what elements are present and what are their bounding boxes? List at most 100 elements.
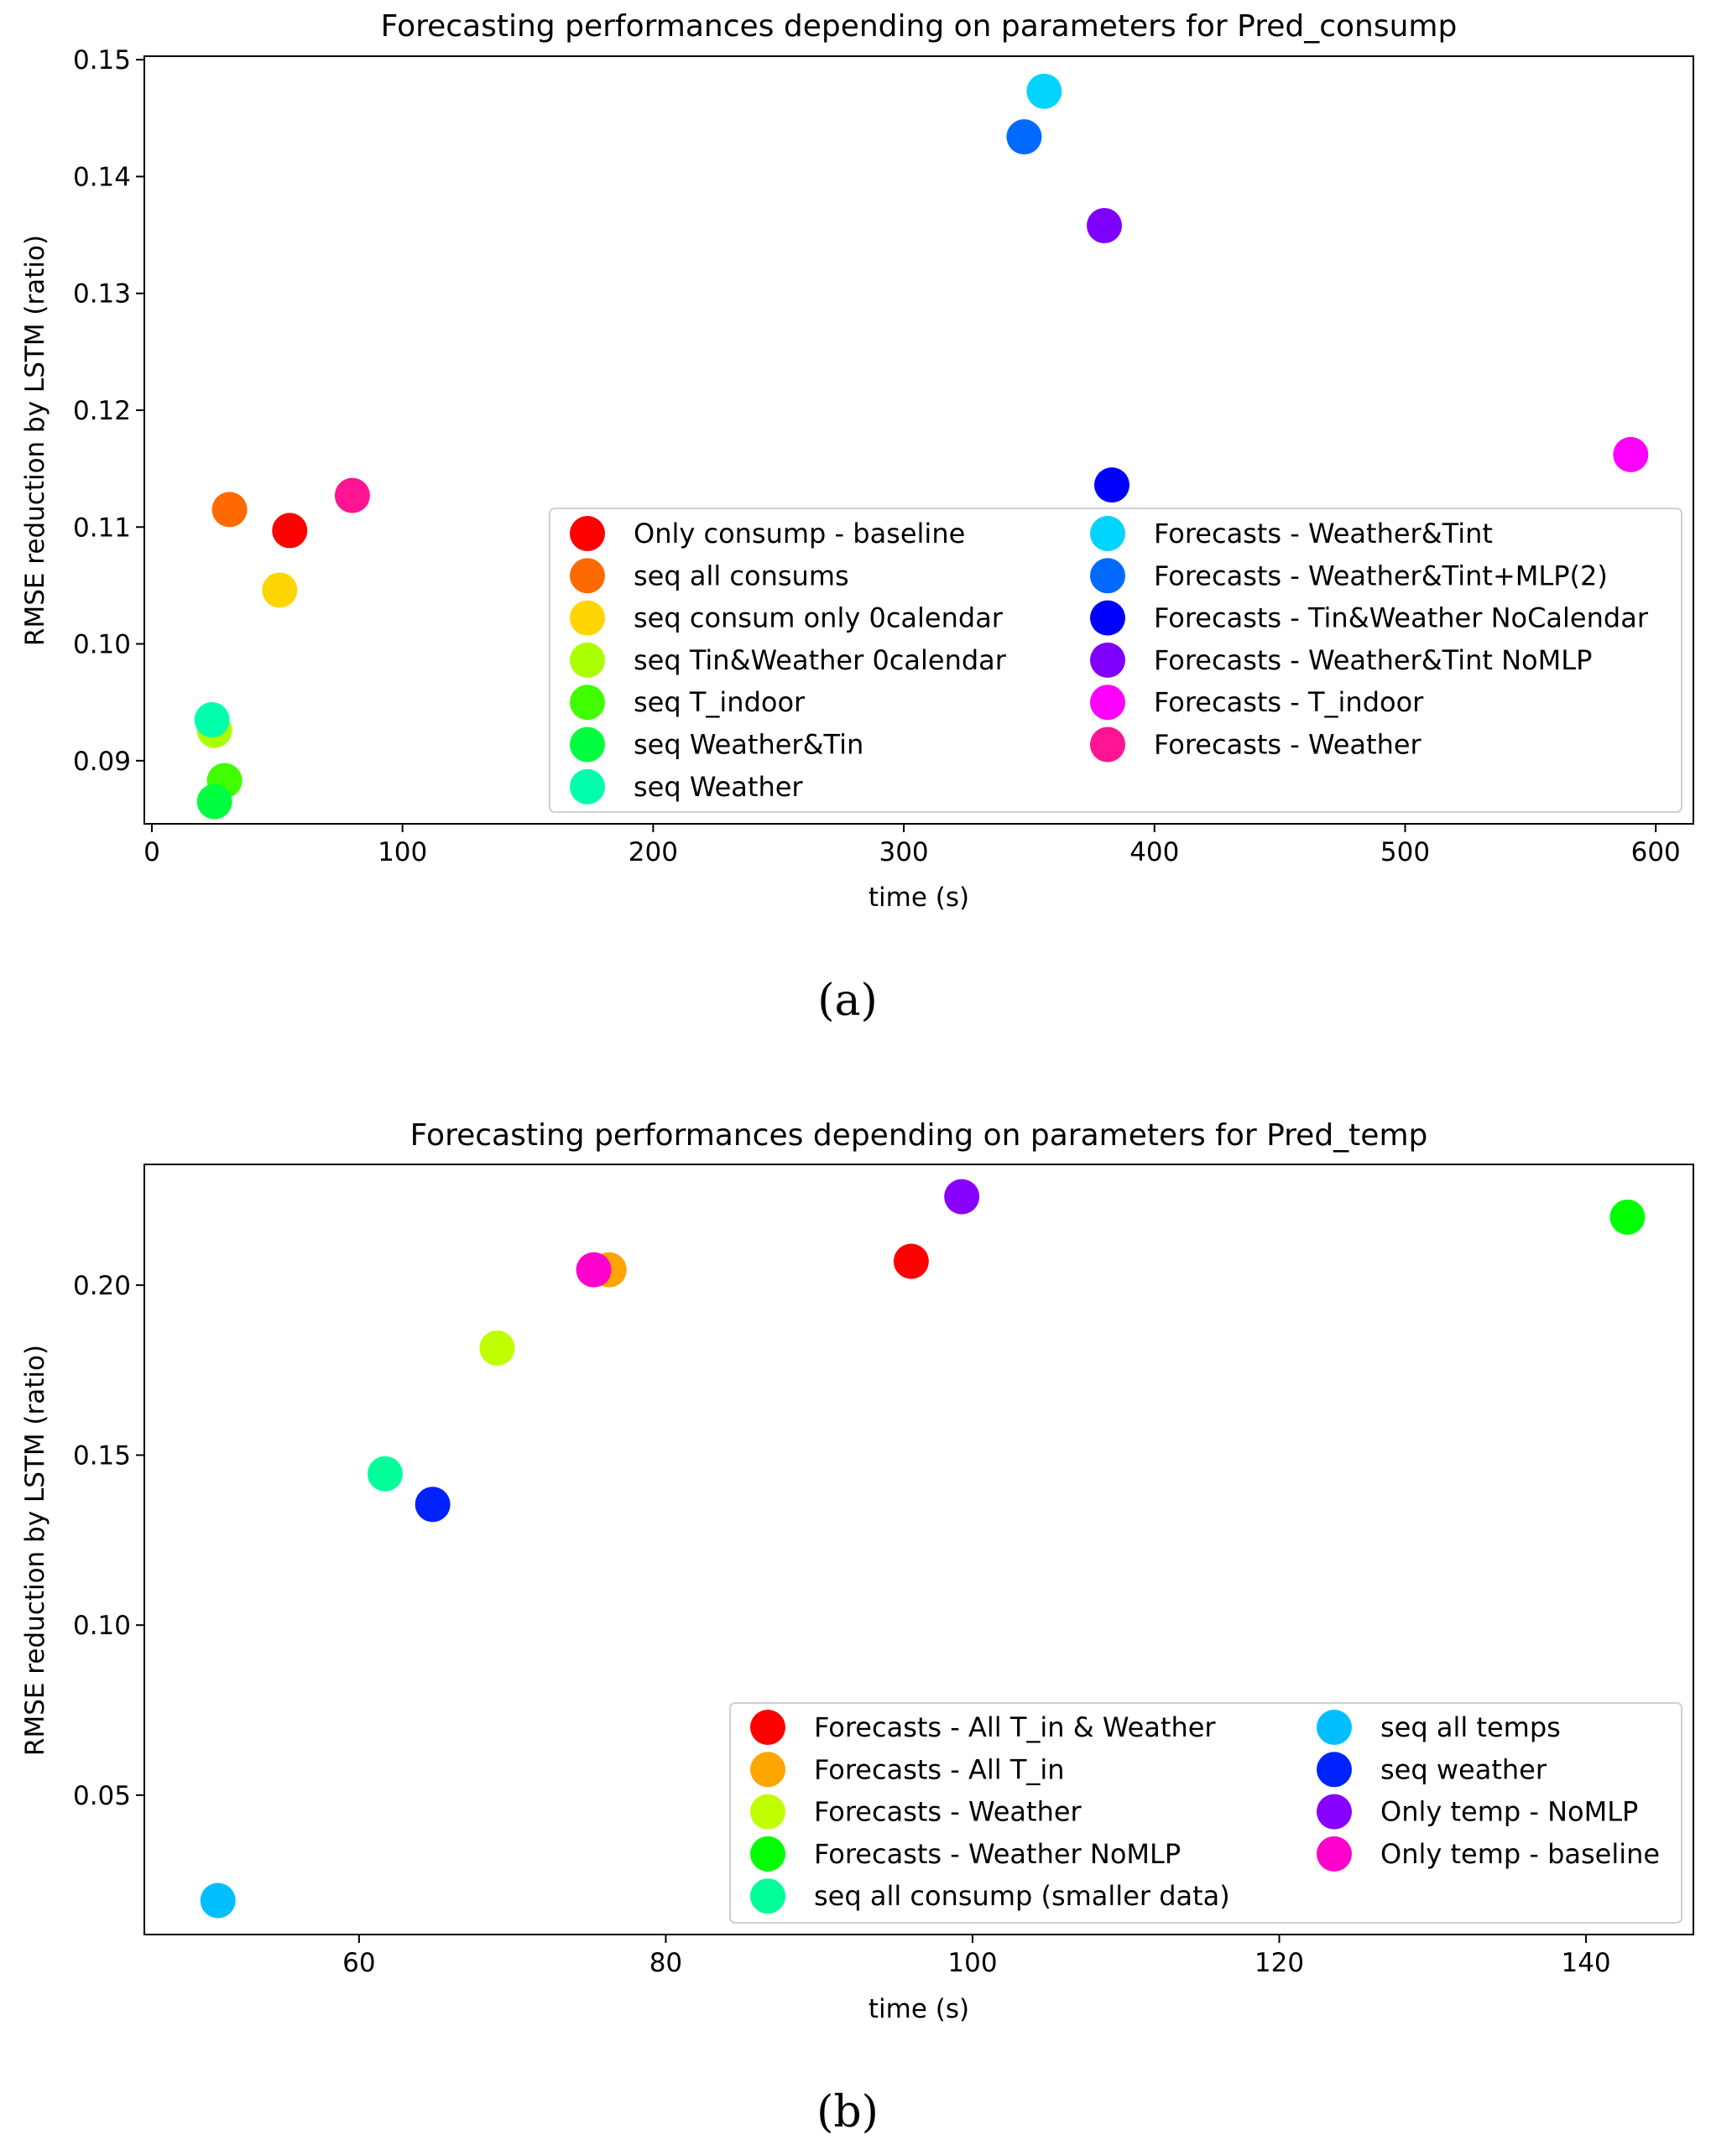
- legend-label: Forecasts - Weather&Tint NoMLP: [1154, 644, 1592, 676]
- y-tick-label: 0.12: [73, 396, 131, 426]
- y-axis-label: RMSE reduction by LSTM (ratio): [20, 1345, 50, 1756]
- legend-label: seq consum only 0calendar: [634, 602, 1004, 634]
- y-tick-label: 0.15: [73, 45, 131, 76]
- x-tick-label: 0: [143, 837, 160, 867]
- legend-marker: [570, 768, 605, 805]
- y-tick-label: 0.14: [73, 162, 131, 192]
- data-point: [1006, 119, 1042, 155]
- plot-area-frame: [143, 1164, 1694, 1935]
- legend-label: Forecasts - T_indoor: [1154, 686, 1424, 718]
- data-point: [576, 1252, 612, 1288]
- legend: Forecasts - All T_in & Weather Forecasts …: [729, 1702, 1682, 1924]
- legend-marker: [570, 642, 605, 678]
- x-tick-label: 60: [342, 1948, 375, 1978]
- legend-marker: [570, 516, 605, 551]
- legend-label: Forecasts - All T_in & Weather: [814, 1711, 1216, 1743]
- legend-label: Only temp - baseline: [1380, 1838, 1660, 1870]
- data-point: [944, 1179, 980, 1215]
- legend-marker: [570, 600, 605, 636]
- data-points: [200, 1179, 1646, 1919]
- x-tick-label: 80: [649, 1948, 682, 1978]
- x-axis-label: time (s): [869, 883, 969, 913]
- legend-box: [729, 1702, 1682, 1924]
- x-tick-label: 500: [1380, 837, 1430, 867]
- data-point: [200, 1883, 236, 1919]
- legend-marker: [750, 1836, 785, 1872]
- data-point: [1094, 467, 1130, 503]
- legend-marker: [750, 1710, 785, 1745]
- data-point: [1609, 1199, 1646, 1235]
- legend-label: seq weather: [1380, 1753, 1547, 1785]
- ticks: 60 80 100 120 140 0.05 0.10 0.15 0.20: [73, 1271, 1611, 1978]
- data-point: [1613, 436, 1649, 472]
- data-point: [1026, 73, 1062, 109]
- legend-label: seq T_indoor: [634, 686, 806, 718]
- legend-marker: [1090, 600, 1125, 636]
- ticks: 0 100 200 300 400 500 600 0.09 0.10 0.11 0.12 0.13 0…: [73, 45, 1681, 867]
- data-point: [367, 1456, 403, 1492]
- y-axis-label: RMSE reduction by LSTM (ratio): [20, 235, 50, 646]
- legend-marker: [570, 558, 605, 594]
- data-point: [272, 513, 308, 549]
- legend-label: Forecasts - All T_in: [814, 1753, 1065, 1785]
- legend-marker: [570, 726, 605, 763]
- chart-title: Forecasting performances depending on pa…: [410, 1118, 1428, 1153]
- legend-marker: [1090, 558, 1125, 594]
- legend-marker: [1317, 1752, 1352, 1788]
- legend-marker: [1090, 726, 1125, 763]
- legend-label: seq Tin&Weather 0calendar: [634, 644, 1007, 676]
- x-tick-label: 300: [879, 837, 928, 867]
- y-tick-label: 0.09: [73, 747, 131, 777]
- figure-caption: (b): [816, 2087, 879, 2138]
- plot-area-frame: [143, 55, 1694, 825]
- data-point: [893, 1243, 929, 1279]
- x-tick-label: 400: [1129, 837, 1179, 867]
- legend-marker: [750, 1878, 785, 1914]
- legend-marker: [570, 685, 605, 721]
- legend: Only consump - baseline seq all consums se…: [549, 508, 1682, 813]
- x-tick-label: 100: [947, 1948, 997, 1978]
- legend-marker: [1090, 516, 1125, 551]
- legend-label: Forecasts - Weather&Tint+MLP(2): [1154, 560, 1608, 591]
- data-point: [415, 1487, 451, 1523]
- x-tick-label: 140: [1561, 1948, 1610, 1978]
- legend-marker: [1090, 685, 1125, 721]
- data-point: [1087, 207, 1123, 243]
- chart-a: Forecasting performances depending on pa…: [20, 9, 1694, 1026]
- legend-marker: [1090, 642, 1125, 678]
- y-tick-label: 0.13: [73, 279, 131, 310]
- x-tick-label: 600: [1631, 837, 1681, 867]
- legend-label: seq all consums: [634, 560, 849, 591]
- data-point: [262, 572, 298, 608]
- legend-label: Forecasts - Weather: [1154, 729, 1422, 761]
- data-point: [479, 1330, 515, 1366]
- y-tick-label: 0.10: [73, 1611, 131, 1641]
- data-points: [194, 73, 1649, 820]
- legend-label: Forecasts - Weather NoMLP: [814, 1838, 1181, 1870]
- data-point: [194, 702, 230, 738]
- x-tick-label: 120: [1255, 1948, 1304, 1978]
- x-axis-label: time (s): [869, 1994, 969, 2024]
- y-tick-label: 0.20: [73, 1271, 131, 1301]
- y-tick-label: 0.10: [73, 630, 131, 660]
- x-tick-label: 100: [378, 837, 427, 867]
- data-point: [196, 784, 232, 820]
- y-tick-label: 0.15: [73, 1441, 131, 1471]
- legend-label: seq Weather: [634, 771, 803, 803]
- legend-marker: [1317, 1836, 1352, 1872]
- legend-label: seq Weather&Tin: [634, 729, 863, 761]
- legend-label: Forecasts - Weather: [814, 1796, 1082, 1828]
- legend-label: Forecasts - Weather&Tint: [1154, 518, 1493, 549]
- x-tick-label: 200: [629, 837, 678, 867]
- legend-marker: [1317, 1794, 1352, 1830]
- legend-label: Only temp - NoMLP: [1380, 1796, 1638, 1828]
- y-tick-label: 0.05: [73, 1781, 131, 1811]
- y-tick-label: 0.11: [73, 513, 131, 543]
- chart-b: Forecasting performances depending on pa…: [20, 1118, 1694, 2138]
- legend-label: seq all consump (smaller data): [814, 1880, 1230, 1912]
- legend-label: seq all temps: [1380, 1711, 1561, 1743]
- data-point: [211, 492, 248, 528]
- legend-marker: [1317, 1710, 1352, 1745]
- data-point: [334, 477, 370, 513]
